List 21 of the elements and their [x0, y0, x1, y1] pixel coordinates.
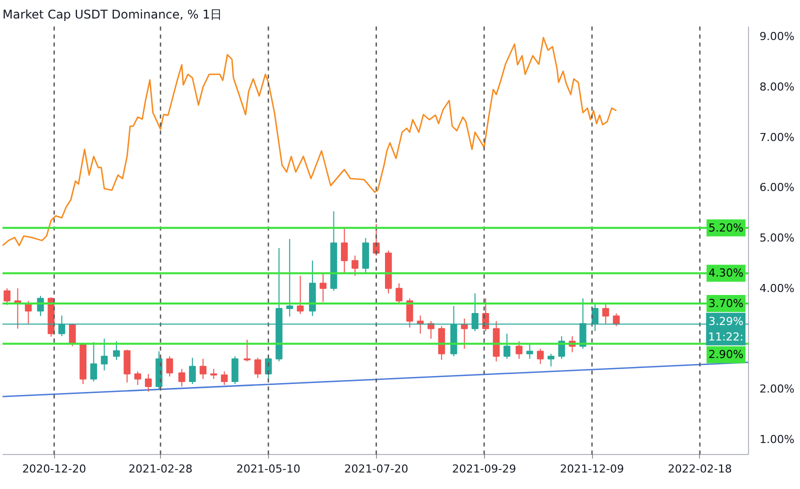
ref-line-label: 4.30%: [708, 266, 744, 280]
x-tick-label: 2020-12-20: [22, 462, 86, 476]
x-tick-label: 2021-05-10: [236, 462, 300, 476]
y-tick-label: 7.00%: [760, 130, 794, 144]
y-tick-label: 5.00%: [760, 231, 794, 244]
ref-line-label: 2.90%: [708, 348, 744, 362]
ref-line-label: 3.29% 11:22:: [708, 314, 744, 344]
y-tick-label: 9.00%: [760, 30, 794, 44]
x-tick-label: 2022-02-18: [668, 462, 732, 476]
y-tick-label: 4.00%: [760, 282, 794, 295]
y-tick-label: 2.00%: [760, 382, 794, 396]
x-tick-label: 2021-09-29: [452, 462, 516, 476]
x-tick-label: 2021-07-20: [344, 462, 408, 476]
chart-title: Market Cap USDT Dominance, % 1日: [2, 8, 222, 22]
x-tick-label: 2021-12-09: [560, 462, 624, 476]
ref-line-label: 5.20%: [708, 221, 744, 234]
y-tick-label: 1.00%: [760, 432, 794, 446]
y-tick-label: 8.00%: [760, 80, 794, 94]
ref-line-label: 3.70%: [708, 296, 744, 310]
x-tick-label: 2021-02-28: [128, 462, 192, 476]
y-tick-label: 6.00%: [760, 181, 794, 194]
